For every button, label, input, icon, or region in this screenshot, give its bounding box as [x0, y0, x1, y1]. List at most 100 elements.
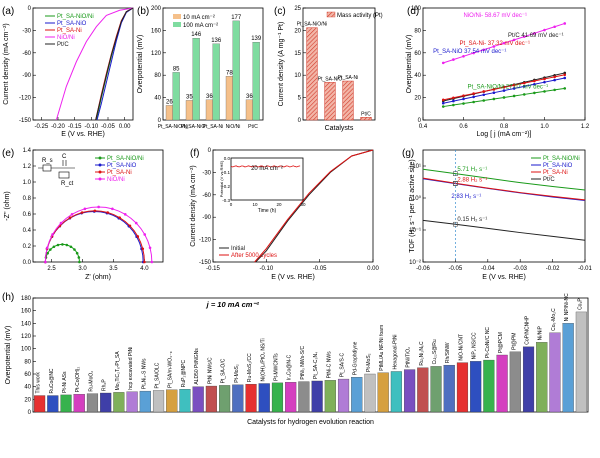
legend-swatch [173, 22, 181, 27]
panel-h: 0 20 40 60 80 100 120 140 160 180 This work RuCo@NC… [2, 292, 589, 426]
data-point [462, 102, 465, 105]
plot-frame [302, 7, 376, 121]
nyquist-arc [44, 206, 153, 263]
e-x-tick-label: 2.5 [47, 266, 56, 272]
nyquist-arc [44, 243, 80, 263]
data-point [83, 207, 87, 211]
category-label: Pt_SA-NiO/Ni [297, 22, 328, 28]
panel-label: (c) [274, 6, 286, 17]
bar [377, 372, 389, 413]
inset-x-tick-label: 0 [230, 202, 233, 207]
x-axis-label: E (V vs. RHE) [271, 274, 315, 281]
data-point [533, 82, 536, 86]
bar-value-label: 139 [251, 36, 262, 42]
data-point [93, 209, 97, 213]
bar [179, 389, 191, 413]
bar [252, 42, 260, 121]
data-point [472, 92, 475, 95]
circuit-c-label: C [62, 154, 67, 160]
inset-x-tick-label: 30 [300, 202, 306, 207]
bar-value-label: 36 [206, 94, 213, 100]
c-y-tick-label: 5 [298, 96, 302, 102]
e-y-tick-label: 0.4 [23, 228, 32, 234]
data-point [502, 86, 506, 89]
data-point [522, 81, 526, 85]
catalyst-label: RuCo@NC [49, 368, 55, 393]
bar [139, 390, 151, 413]
catalyst-label: Mo₂TiC₂Tₓ-Pt_SA [115, 351, 121, 391]
data-point [128, 224, 132, 228]
legend-label: Pt_SA-NiO/Ni [57, 14, 94, 20]
h-y-tick-label: 180 [21, 296, 32, 302]
series-line [254, 149, 374, 263]
plot-frame [32, 7, 134, 121]
catalyst-label: NiO-Ni/CNT [458, 334, 464, 361]
y-axis-label: -Z'' (ohm) [4, 191, 11, 221]
category-label: Pt_SA-NiO [181, 124, 206, 130]
a-x-tick-label: -0.10 [84, 124, 98, 130]
catalyst-label: Pd-Graphdiyne [353, 341, 359, 375]
data-point [49, 248, 52, 251]
catalyst-label: Pt-Ni ASs [62, 371, 68, 393]
data-point [563, 22, 567, 25]
data-point [563, 76, 567, 80]
f-y-tick-label: -90 [202, 215, 211, 221]
panel-d: 0.4 0.6 0.8 1.0 1.2 0 20 40 60 80 100 NiO/Ni- 58.67… [406, 6, 590, 138]
inset-frame [230, 157, 304, 201]
panel-label: (h) [2, 292, 14, 303]
data-point [441, 101, 445, 105]
catalyst-label: Pt_SA-O/C [221, 358, 227, 383]
bar [212, 43, 220, 121]
inset-y-axis-label: Potential (V vs RHE) [219, 160, 224, 197]
g-x-tick-label: -0.01 [578, 266, 592, 272]
panel-label: (d) [407, 6, 419, 17]
a-y-tick-label: -30 [22, 28, 31, 34]
catalyst-label: ALD50 Pt/NGNs [194, 348, 200, 385]
series-line [96, 7, 134, 121]
h-y-tick-label: 60 [24, 372, 31, 378]
c-y-tick-label: 0 [298, 118, 302, 124]
e-y-tick-label: 0.8 [23, 196, 32, 202]
panel-label: (a) [2, 6, 14, 17]
h-y-tick-label: 0 [28, 410, 32, 416]
catalyst-label: PtNi/TiO₂ [406, 347, 412, 368]
data-point [512, 94, 516, 98]
equivalent-circuit: R_s C R_ct [38, 154, 75, 187]
bar [258, 383, 270, 413]
panel-f: -0.15 -0.10 -0.05 0.00 -150 -120 -90 -60 -30 0 0 10… [190, 148, 379, 281]
h-y-tick-label: 120 [21, 334, 32, 340]
c-y-tick-label: 15 [294, 51, 301, 57]
legend-marker [98, 163, 102, 167]
bar [113, 392, 125, 413]
catalyst-label: Pt₃Ni₂-S NWs [141, 358, 147, 389]
data-point [441, 61, 445, 65]
data-point [46, 251, 49, 255]
category-label: Pt_SA-NiO/Ni [158, 124, 189, 130]
a-x-tick-label: -0.25 [34, 124, 48, 130]
chart-title: j = 10 mA cm⁻² [206, 300, 260, 309]
catalyst-label: PtML/Au NF/Ni foam [379, 325, 385, 371]
legend-label: 10 mA cm⁻² [183, 15, 215, 21]
data-point [56, 243, 60, 247]
inset-x-tick-label: 20 [276, 202, 282, 207]
bar [60, 394, 72, 413]
d-x-tick-label: 0.8 [500, 124, 509, 130]
a-x-tick-label: -0.15 [68, 124, 82, 130]
x-axis-label: Catalysts for hydrogen evolution reactio… [247, 419, 374, 426]
tof-value-label: 5.71 H₂ s⁻¹ [457, 167, 487, 173]
data-point [106, 211, 110, 214]
h-y-tick-label: 160 [21, 309, 32, 315]
bar [166, 389, 178, 413]
data-point [482, 48, 486, 52]
tof-value-label: 0.15 H₂ s⁻¹ [457, 217, 487, 223]
circuit-rs-label: R_s [42, 158, 53, 164]
data-point [69, 245, 73, 249]
bar-value-label: 85 [173, 66, 180, 72]
legend-label: 100 mA cm⁻² [183, 23, 218, 29]
bar [390, 371, 402, 413]
bar [342, 80, 354, 121]
category-label: Pt/C [248, 124, 258, 130]
bar [324, 82, 336, 121]
bar [456, 362, 469, 413]
catalyst-label: Ru-MoS₂/CC [247, 353, 253, 382]
